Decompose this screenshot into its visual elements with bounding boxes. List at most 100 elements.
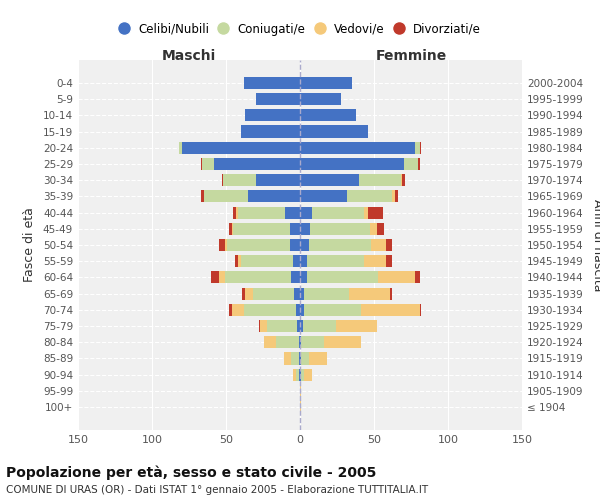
Bar — [232, 222, 233, 235]
Bar — [285, 206, 300, 218]
Bar — [291, 272, 300, 283]
Bar — [300, 401, 301, 413]
Bar — [218, 239, 224, 251]
Bar — [277, 336, 299, 348]
Bar — [293, 368, 296, 381]
Text: Popolazione per età, sesso e stato civile - 2005: Popolazione per età, sesso e stato civil… — [6, 465, 376, 479]
Bar — [300, 222, 310, 235]
Bar — [307, 272, 379, 283]
Bar — [294, 288, 300, 300]
Bar — [259, 320, 260, 332]
Bar — [312, 206, 364, 218]
Bar — [201, 190, 204, 202]
Bar — [404, 158, 418, 170]
Bar — [300, 93, 341, 105]
Bar — [335, 320, 377, 332]
Bar — [256, 174, 300, 186]
Bar — [297, 320, 300, 332]
Y-axis label: Anni di nascita: Anni di nascita — [590, 198, 600, 291]
Bar — [301, 352, 309, 364]
Text: COMUNE DI URAS (OR) - Dati ISTAT 1° gennaio 2005 - Elaborazione TUTTITALIA.IT: COMUNE DI URAS (OR) - Dati ISTAT 1° genn… — [6, 485, 428, 495]
Bar — [232, 304, 244, 316]
Bar — [224, 272, 291, 283]
Bar — [245, 288, 253, 300]
Bar — [300, 368, 301, 381]
Bar — [202, 158, 214, 170]
Bar — [370, 222, 377, 235]
Bar — [182, 142, 300, 154]
Bar — [304, 288, 349, 300]
Bar — [296, 368, 299, 381]
Bar — [223, 174, 256, 186]
Bar — [300, 288, 304, 300]
Bar — [386, 255, 392, 268]
Bar — [253, 288, 294, 300]
Text: Femmine: Femmine — [376, 50, 446, 64]
Bar — [179, 142, 182, 154]
Bar — [300, 109, 356, 122]
Bar — [364, 206, 368, 218]
Bar — [386, 239, 392, 251]
Bar — [301, 336, 323, 348]
Bar — [221, 174, 223, 186]
Bar — [238, 255, 241, 268]
Bar — [238, 206, 285, 218]
Legend: Celibi/Nubili, Coniugati/e, Vedovi/e, Divorziati/e: Celibi/Nubili, Coniugati/e, Vedovi/e, Di… — [115, 18, 485, 40]
Bar — [300, 190, 347, 202]
Bar — [309, 239, 371, 251]
Bar — [347, 190, 392, 202]
Bar — [300, 142, 415, 154]
Bar — [361, 304, 420, 316]
Bar — [371, 239, 386, 251]
Bar — [201, 158, 202, 170]
Bar — [323, 336, 361, 348]
Bar — [300, 352, 301, 364]
Bar — [293, 255, 300, 268]
Bar — [300, 206, 312, 218]
Bar — [310, 222, 370, 235]
Bar — [415, 272, 420, 283]
Bar — [244, 77, 300, 89]
Bar — [301, 368, 304, 381]
Bar — [242, 288, 245, 300]
Bar — [309, 352, 326, 364]
Bar — [303, 320, 335, 332]
Bar — [300, 320, 303, 332]
Bar — [229, 222, 232, 235]
Bar — [236, 206, 238, 218]
Bar — [304, 368, 312, 381]
Bar — [290, 239, 300, 251]
Bar — [299, 336, 300, 348]
Bar — [245, 109, 300, 122]
Bar — [368, 206, 383, 218]
Bar — [291, 352, 299, 364]
Bar — [284, 352, 291, 364]
Bar — [379, 272, 415, 283]
Bar — [224, 239, 227, 251]
Bar — [268, 320, 297, 332]
Bar — [256, 93, 300, 105]
Bar — [260, 320, 268, 332]
Bar — [307, 255, 364, 268]
Bar — [377, 222, 385, 235]
Bar — [218, 272, 224, 283]
Bar — [241, 255, 293, 268]
Bar — [233, 206, 236, 218]
Bar — [204, 190, 248, 202]
Bar — [244, 304, 296, 316]
Bar — [304, 304, 361, 316]
Bar — [402, 174, 405, 186]
Bar — [265, 336, 277, 348]
Bar — [349, 288, 390, 300]
Bar — [211, 272, 218, 283]
Bar — [420, 304, 421, 316]
Bar — [300, 158, 404, 170]
Bar — [248, 190, 300, 202]
Bar — [300, 239, 309, 251]
Bar — [364, 255, 386, 268]
Bar — [300, 255, 307, 268]
Bar — [395, 190, 398, 202]
Bar — [300, 272, 307, 283]
Bar — [420, 142, 421, 154]
Bar — [300, 304, 304, 316]
